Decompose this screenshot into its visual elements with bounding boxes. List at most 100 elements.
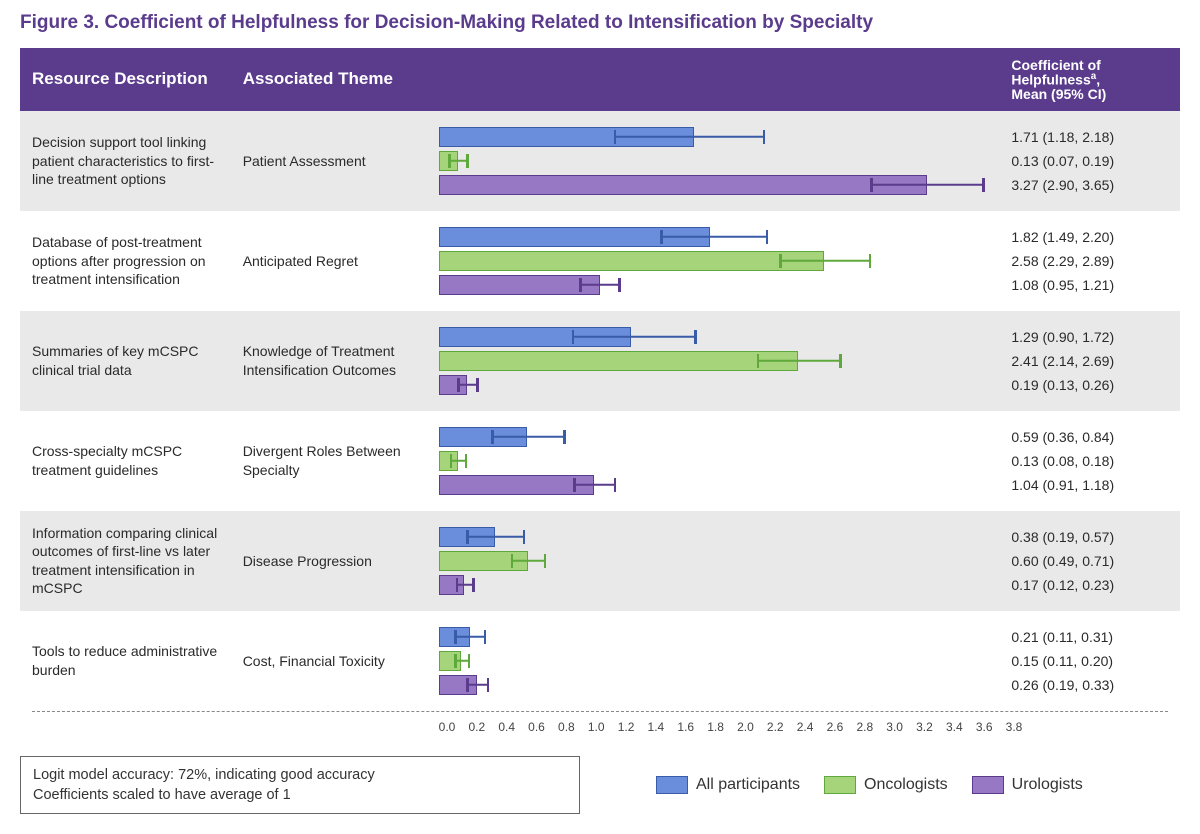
value-text: 1.71 (1.18, 2.18): [1011, 127, 1114, 147]
row-theme: Patient Assessment: [243, 152, 439, 170]
error-whisker: [451, 459, 466, 462]
error-cap-high: [766, 230, 769, 244]
footnote-line2: Coefficients scaled to have average of 1: [33, 785, 567, 805]
error-whisker: [871, 183, 983, 186]
error-cap-high: [487, 678, 490, 692]
legend-label: Urologists: [1012, 776, 1083, 794]
row-desc: Decision support tool linking patient ch…: [32, 133, 243, 188]
value-text: 0.60 (0.49, 0.71): [1011, 551, 1114, 571]
figure-footer: Logit model accuracy: 72%, indicating go…: [20, 756, 1180, 815]
error-whisker: [492, 435, 564, 438]
error-cap-low: [870, 178, 873, 192]
row-desc: Tools to reduce administrative burden: [32, 642, 243, 678]
error-whisker: [455, 635, 485, 638]
error-cap-high: [694, 330, 697, 344]
value-text: 2.41 (2.14, 2.69): [1011, 351, 1114, 371]
axis-tick-label: 3.6: [976, 720, 993, 734]
bar-rect: [439, 251, 824, 271]
bar-urologists: [439, 575, 464, 595]
error-cap-high: [544, 554, 547, 568]
bar-oncologists: [439, 451, 458, 471]
axis-tick-label: 1.2: [618, 720, 635, 734]
table-header: Resource Description Associated Theme Co…: [20, 48, 1180, 111]
bar-oncologists: [439, 551, 529, 571]
legend: All participants Oncologists Urologists: [656, 776, 1083, 794]
bar-all-participants: [439, 227, 711, 247]
error-whisker: [458, 383, 477, 386]
value-text: 0.13 (0.08, 0.18): [1011, 451, 1114, 471]
error-cap-high: [839, 354, 842, 368]
axis-tick-label: 3.8: [1006, 720, 1023, 734]
bar-oncologists: [439, 251, 824, 271]
bar-all-participants: [439, 127, 694, 147]
error-whisker: [455, 659, 468, 662]
value-text: 0.17 (0.12, 0.23): [1011, 575, 1114, 595]
value-text: 0.26 (0.19, 0.33): [1011, 675, 1114, 695]
table-row: Tools to reduce administrative burdenCos…: [20, 611, 1180, 711]
axis-tick-label: 1.8: [707, 720, 724, 734]
error-whisker: [661, 235, 767, 238]
value-text: 1.82 (1.49, 2.20): [1011, 227, 1114, 247]
error-cap-low: [454, 654, 457, 668]
footnote-box: Logit model accuracy: 72%, indicating go…: [20, 756, 580, 815]
legend-label: Oncologists: [864, 776, 948, 794]
row-desc: Summaries of key mCSPC clinical trial da…: [32, 342, 243, 378]
error-cap-high: [614, 478, 617, 492]
error-whisker: [467, 535, 524, 538]
table-row: Decision support tool linking patient ch…: [20, 111, 1180, 211]
value-text: 0.15 (0.11, 0.20): [1011, 651, 1113, 671]
bar-all-participants: [439, 327, 631, 347]
error-cap-high: [465, 454, 468, 468]
legend-item: Oncologists: [824, 776, 948, 794]
value-text: 2.58 (2.29, 2.89): [1011, 251, 1114, 271]
error-cap-high: [484, 630, 487, 644]
x-axis: 0.00.20.40.60.81.01.21.41.61.82.02.22.42…: [447, 714, 1014, 738]
bar-all-participants: [439, 527, 496, 547]
error-whisker: [615, 135, 764, 138]
header-values: Coefficient of Helpfulnessa, Mean (95% C…: [1011, 58, 1168, 101]
table-row: Information comparing clinical outcomes …: [20, 511, 1180, 611]
error-cap-high: [563, 430, 566, 444]
axis-tick-label: 2.4: [797, 720, 814, 734]
bar-rect: [439, 351, 799, 371]
error-whisker: [758, 359, 840, 362]
value-text: 0.19 (0.13, 0.26): [1011, 375, 1114, 395]
header-desc: Resource Description: [32, 68, 243, 90]
error-cap-high: [869, 254, 872, 268]
error-cap-low: [511, 554, 514, 568]
row-chart: [439, 319, 1012, 403]
error-cap-low: [457, 378, 460, 392]
row-values: 1.82 (1.49, 2.20)2.58 (2.29, 2.89)1.08 (…: [1011, 219, 1168, 303]
table-row: Database of post-treatment options after…: [20, 211, 1180, 311]
error-cap-low: [579, 278, 582, 292]
error-cap-low: [614, 130, 617, 144]
error-cap-low: [572, 330, 575, 344]
error-cap-low: [450, 454, 453, 468]
figure-title: Figure 3. Coefficient of Helpfulness for…: [20, 12, 1180, 34]
error-cap-high: [523, 530, 526, 544]
value-text: 1.29 (0.90, 1.72): [1011, 327, 1114, 347]
axis-tick-label: 0.2: [468, 720, 485, 734]
error-whisker: [467, 683, 488, 686]
error-cap-low: [757, 354, 760, 368]
error-cap-high: [468, 654, 471, 668]
row-values: 0.38 (0.19, 0.57)0.60 (0.49, 0.71)0.17 (…: [1011, 519, 1168, 603]
error-cap-low: [456, 578, 459, 592]
axis-tick-label: 1.4: [648, 720, 665, 734]
value-text: 1.04 (0.91, 1.18): [1011, 475, 1114, 495]
axis-tick-label: 0.0: [439, 720, 456, 734]
error-cap-high: [472, 578, 475, 592]
axis-tick-label: 2.2: [767, 720, 784, 734]
bar-urologists: [439, 275, 600, 295]
error-cap-high: [618, 278, 621, 292]
value-text: 0.59 (0.36, 0.84): [1011, 427, 1114, 447]
error-cap-high: [476, 378, 479, 392]
legend-swatch: [656, 776, 688, 794]
row-chart: [439, 119, 1012, 203]
error-cap-low: [779, 254, 782, 268]
bar-all-participants: [439, 427, 527, 447]
legend-swatch: [824, 776, 856, 794]
bar-oncologists: [439, 651, 461, 671]
axis-tick-label: 0.8: [558, 720, 575, 734]
legend-item: All participants: [656, 776, 800, 794]
